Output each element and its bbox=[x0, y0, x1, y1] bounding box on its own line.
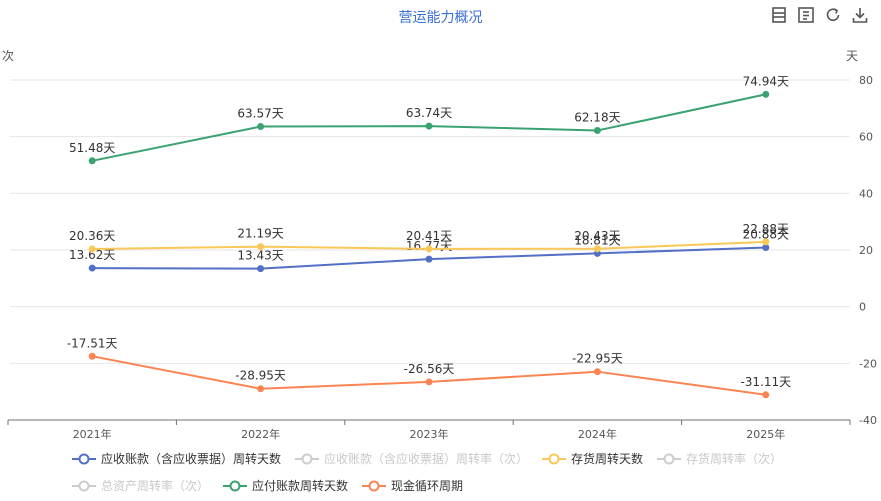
y-tick-label: 0 bbox=[859, 301, 866, 314]
data-point bbox=[88, 245, 96, 253]
data-label: 13.62天 bbox=[69, 248, 115, 262]
data-label: 18.81天 bbox=[574, 233, 620, 247]
data-label: -17.51天 bbox=[67, 336, 118, 350]
legend-marker-icon bbox=[542, 453, 567, 464]
y-tick-label: 80 bbox=[859, 74, 873, 87]
chart-toolbar bbox=[770, 6, 869, 24]
data-point bbox=[762, 90, 770, 98]
x-tick-label: 2025年 bbox=[746, 427, 785, 440]
data-point bbox=[593, 368, 601, 376]
series-group: 13.62天13.43天16.77天18.81天20.88天20.36天21.1… bbox=[67, 74, 791, 399]
legend-label: 存货周转天数 bbox=[571, 452, 644, 466]
data-label: 13.43天 bbox=[237, 249, 283, 263]
x-tick-label: 2023年 bbox=[410, 427, 449, 440]
legend-item[interactable]: 总资产周转率（次） bbox=[72, 477, 209, 494]
data-point bbox=[425, 122, 433, 130]
data-point bbox=[762, 391, 770, 399]
data-label: 20.88天 bbox=[743, 228, 789, 242]
data-point bbox=[88, 157, 96, 165]
legend-label: 应收账款（含应收票据）周转率（次） bbox=[324, 452, 529, 466]
y-tick-label: 40 bbox=[859, 187, 873, 200]
restore-icon[interactable] bbox=[824, 6, 842, 24]
line-chart: 2021年 2022年 2023年 2024年 2025年 -40 -20 0 20 40 60 8… bbox=[2, 49, 877, 440]
data-point bbox=[425, 245, 433, 253]
legend-item[interactable]: 应付账款周转天数 bbox=[223, 477, 348, 494]
legend-label: 存货周转率（次） bbox=[686, 452, 783, 466]
data-label: 62.18天 bbox=[574, 110, 620, 124]
legend-label: 应收账款（含应收票据）周转天数 bbox=[101, 452, 282, 466]
data-point bbox=[425, 378, 433, 386]
x-tick-label: 2021年 bbox=[73, 427, 112, 440]
data-label: 20.36天 bbox=[69, 229, 115, 243]
data-label: 20.41天 bbox=[406, 229, 452, 243]
data-label: 22.88天 bbox=[743, 222, 789, 236]
data-label: 21.19天 bbox=[237, 227, 283, 241]
data-label: 20.43天 bbox=[574, 229, 620, 243]
data-point bbox=[88, 352, 96, 360]
table-view-icon[interactable] bbox=[797, 6, 815, 24]
legend-marker-icon bbox=[223, 480, 248, 491]
data-label: 63.57天 bbox=[237, 107, 283, 121]
legend-item[interactable]: 应收账款（含应收票据）周转率（次） bbox=[295, 450, 528, 467]
data-point bbox=[593, 126, 601, 134]
data-point bbox=[257, 243, 265, 251]
legend-marker-icon bbox=[72, 480, 96, 491]
series-line: -17.51天 -28.95天 -26.56天 -22.95天 -31.11天 bbox=[67, 336, 791, 399]
data-point bbox=[257, 385, 265, 393]
data-label: -22.95天 bbox=[572, 352, 623, 366]
data-point bbox=[425, 255, 433, 263]
y-tick-label: 20 bbox=[859, 244, 873, 257]
legend: 应收账款（含应收票据）周转天数 应收账款（含应收票据）周转率（次） 存货周转天数 存货… bbox=[72, 450, 852, 494]
legend-item[interactable]: 存货周转天数 bbox=[542, 450, 643, 467]
legend-marker-icon bbox=[657, 453, 682, 464]
legend-item[interactable]: 存货周转率（次） bbox=[657, 450, 782, 467]
legend-label: 现金循环周期 bbox=[391, 479, 464, 493]
data-view-icon[interactable] bbox=[770, 6, 788, 24]
data-label: 51.48天 bbox=[69, 141, 115, 155]
series-line: 20.36天 21.19天 20.41天 20.43天 22.88天 bbox=[69, 222, 789, 253]
data-label: -26.56天 bbox=[404, 362, 455, 376]
legend-item[interactable]: 现金循环周期 bbox=[362, 477, 463, 494]
legend-label: 总资产周转率（次） bbox=[101, 479, 210, 493]
legend-item[interactable]: 应收账款（含应收票据）周转天数 bbox=[72, 450, 281, 467]
x-tick-label: 2022年 bbox=[241, 427, 280, 440]
legend-marker-icon bbox=[295, 453, 320, 464]
chart-title: 营运能力概况 bbox=[398, 10, 483, 26]
y-tick-label: -20 bbox=[859, 357, 877, 370]
data-point bbox=[762, 244, 770, 252]
y-tick-label: 60 bbox=[859, 131, 873, 144]
right-axis-label: 天 bbox=[846, 49, 858, 63]
data-point bbox=[257, 123, 265, 131]
data-label: 74.94天 bbox=[743, 74, 789, 88]
data-label: -28.95天 bbox=[235, 369, 286, 383]
y-tick-label: -40 bbox=[859, 414, 877, 427]
data-label: -31.11天 bbox=[740, 375, 791, 389]
legend-marker-icon bbox=[362, 480, 387, 491]
series-line: 51.48天 63.57天 63.74天 62.18天 74.94天 bbox=[69, 74, 789, 165]
y-axis: -40 -20 0 20 40 60 80 bbox=[859, 74, 877, 427]
legend-marker-icon bbox=[72, 453, 96, 464]
legend-label: 应付账款周转天数 bbox=[252, 479, 349, 493]
data-label: 63.74天 bbox=[406, 106, 452, 120]
x-tick-label: 2024年 bbox=[578, 427, 617, 440]
download-icon[interactable] bbox=[851, 6, 869, 24]
data-point bbox=[593, 245, 601, 253]
x-axis: 2021年 2022年 2023年 2024年 2025年 bbox=[7, 419, 851, 440]
left-axis-label: 次 bbox=[2, 49, 14, 63]
data-point bbox=[762, 238, 770, 246]
data-point bbox=[88, 264, 96, 272]
data-point bbox=[257, 265, 265, 273]
